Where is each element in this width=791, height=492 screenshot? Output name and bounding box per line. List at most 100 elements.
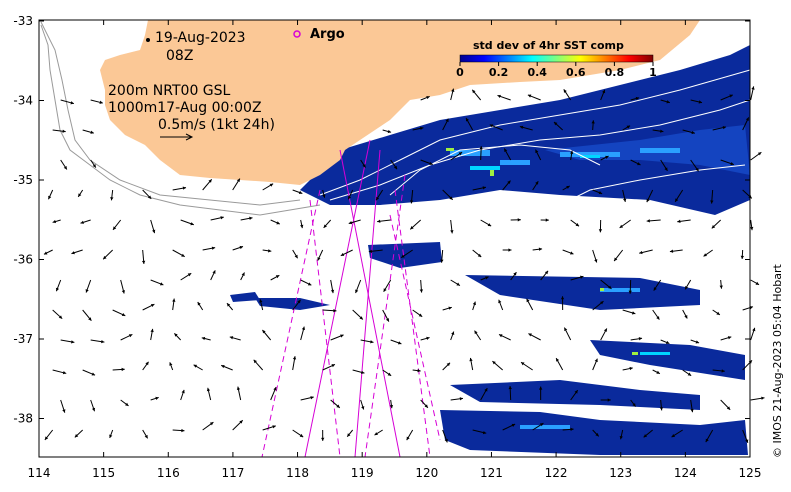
current-arrow-head <box>527 94 532 98</box>
current-arrow-head <box>711 225 716 229</box>
current-arrow-head <box>297 299 301 304</box>
current-arrow-head <box>340 334 344 338</box>
current-arrow-head <box>507 180 511 184</box>
current-arrow-head <box>508 248 512 252</box>
current-arrow-head <box>317 257 321 261</box>
x-tick-label: 121 <box>480 466 503 480</box>
current-arrow-head <box>220 216 224 220</box>
time-label: 08Z <box>166 48 193 64</box>
current-arrow-head <box>62 129 66 133</box>
current-arrow-head <box>660 129 664 133</box>
current-arrow-head <box>591 120 595 124</box>
current-arrow-head <box>752 327 756 332</box>
current-arrow-head <box>482 430 487 435</box>
colorbar-tick-label: 0.8 <box>605 66 625 79</box>
current-arrow-head <box>211 246 216 250</box>
current-arrow-head <box>451 331 455 335</box>
x-tick-label: 122 <box>545 466 568 480</box>
current-arrow-head <box>52 219 57 224</box>
current-arrow-head <box>619 435 623 440</box>
current-arrow-head <box>85 289 89 293</box>
argo-label: Argo <box>310 27 345 42</box>
current-arrow-head <box>298 190 303 195</box>
current-arrow-head <box>269 183 274 187</box>
current-arrow-head <box>445 118 449 123</box>
current-arrow-head <box>519 125 524 129</box>
current-arrow-head <box>446 362 451 367</box>
current-arrow-head <box>387 372 392 376</box>
current-arrow-head <box>275 275 280 279</box>
current-arrow-head <box>575 223 580 227</box>
current-arrow-head <box>665 340 670 344</box>
current-arrow-head <box>687 372 692 376</box>
current-arrow-head <box>646 219 650 223</box>
current-arrow-head <box>675 198 679 202</box>
current-arrow-head <box>321 437 325 441</box>
current-arrow-head <box>574 390 578 394</box>
current-arrow-head <box>172 298 176 302</box>
current-arrow-head <box>159 282 164 286</box>
current-arrow-head <box>110 197 114 201</box>
current-arrow-head <box>440 259 444 263</box>
current-arrow-head <box>48 195 52 200</box>
current-arrow-head <box>182 186 187 190</box>
current-arrow-head <box>361 406 365 410</box>
y-tick-label: -34 <box>13 94 33 108</box>
current-arrow-head <box>187 273 192 277</box>
current-arrow-head <box>526 298 530 303</box>
current-arrow-head <box>727 336 732 340</box>
current-arrow-head <box>684 315 688 319</box>
current-arrow-head <box>62 409 66 413</box>
current-arrow-head <box>539 423 544 427</box>
current-arrow-head <box>638 337 643 341</box>
current-arrow-head <box>600 301 604 305</box>
current-arrow-head <box>726 406 731 410</box>
current-arrow-head <box>112 226 117 230</box>
current-arrow-head <box>722 125 727 130</box>
current-arrow-head <box>646 198 650 203</box>
current-arrow-head <box>259 299 263 303</box>
current-arrow-head <box>348 195 352 200</box>
current-arrow-head <box>340 252 345 256</box>
current-arrow-head <box>499 334 503 338</box>
y-tick-label: -37 <box>13 332 33 346</box>
current-arrow-head <box>426 336 430 340</box>
current-arrow-head <box>253 359 257 364</box>
current-arrow-head <box>292 356 297 360</box>
current-arrow-head <box>598 191 603 195</box>
current-arrow-head <box>458 152 463 156</box>
current-arrow-head <box>745 117 749 121</box>
current-arrow-head <box>626 125 631 129</box>
current-arrow-head <box>745 439 749 443</box>
current-arrow-head <box>477 253 482 257</box>
current-arrow-head <box>705 438 709 443</box>
current-arrow-head <box>418 313 423 317</box>
current-arrow-head <box>535 149 539 154</box>
current-arrow-head <box>121 312 126 317</box>
current-arrow-head <box>389 404 394 409</box>
current-arrow-head <box>299 433 304 438</box>
legend-line-1: 200m NRT00 GSL <box>108 83 231 99</box>
current-arrow-head <box>469 357 473 362</box>
current-arrow-head <box>221 364 225 369</box>
current-arrow-head <box>333 309 337 313</box>
current-arrow-head <box>376 196 380 201</box>
current-arrow-head <box>508 386 512 390</box>
plot-area: Argo 19-Aug-2023 08Z 200m NRT00 GSL 1000… <box>40 20 765 458</box>
current-arrow-head <box>710 200 714 204</box>
current-arrow-head <box>206 387 211 392</box>
current-arrow-head <box>566 185 570 189</box>
current-arrow-head <box>594 259 598 263</box>
current-arrow-head <box>669 249 674 253</box>
current-arrow-head <box>730 161 734 166</box>
current-arrow-head <box>656 316 660 320</box>
current-arrow-head <box>262 329 266 334</box>
current-arrow-head <box>671 433 676 438</box>
current-arrow-head <box>362 164 366 168</box>
current-arrow-head <box>419 289 424 293</box>
current-arrow-head <box>331 364 335 368</box>
current-arrow-head <box>498 299 502 304</box>
current-arrow-head <box>197 302 201 306</box>
current-arrow-head <box>374 432 378 436</box>
current-arrow-head <box>276 221 280 225</box>
